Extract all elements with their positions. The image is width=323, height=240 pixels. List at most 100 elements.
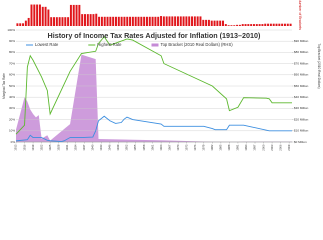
y-tick-label: 20% [9,117,15,121]
bracket-bar [16,23,19,26]
bracket-bar [33,4,36,27]
x-tick-label: 1937 [82,144,86,151]
bracket-bar [24,20,27,26]
x-tick-label: 1985 [219,144,223,151]
bracket-bar [219,20,222,26]
x-tick-label: 1955 [133,144,137,151]
x-tick-label: 1940 [91,144,95,151]
bracket-bar [140,16,143,26]
bracket-bar [210,20,213,26]
bracket-bar [185,16,188,26]
top-bracket-area [16,54,292,142]
bracket-bar [255,24,258,26]
x-tick-label: 1952 [125,144,129,151]
bracket-bar [92,14,95,26]
legend-swatch [151,43,159,47]
bracket-bar [174,16,177,26]
bracket-bar [98,16,101,26]
bracket-bar [64,17,67,26]
legend-label: Top Bracket (2010 Real Dollars) (RHS) [161,42,234,47]
x-tick-label: 1967 [167,144,171,151]
y-tick-label: 70% [9,61,15,65]
x-tick-label: 1925 [48,144,52,151]
y-tick-label: 40% [9,95,15,99]
bracket-bar [117,16,120,26]
x-tick-label: 1922 [39,144,43,151]
y-axis-label: Marginal Tax Rate [2,73,6,99]
bracket-bar [148,16,151,26]
legend-label: Lowest Rate [35,42,59,47]
bracket-bar [69,4,72,27]
bracket-bar [162,16,165,26]
x-tick-label: 2009 [287,144,291,151]
bracket-bar [275,23,278,26]
bracket-bar [205,19,208,26]
bracket-bar [199,16,202,26]
bracket-bar [22,23,25,26]
bracket-bar [222,20,224,26]
y-tick-label: 0% [11,140,16,144]
bracket-bar [131,16,134,26]
y-tick-label: 50% [9,84,15,88]
chart: Number of Brackets 0% 10% 20% 30% 40% 50% 60% 70… [2,0,321,151]
bracket-bar [44,6,47,26]
y-tick-label: 100% [7,28,15,32]
bracket-bar [78,4,81,27]
x-tick-label: 1997 [253,144,257,151]
bracket-bar [41,6,44,26]
x-tick-label: 2000 [261,144,265,151]
x-tick-label: 1964 [159,144,163,151]
bracket-bar [151,16,154,26]
bracket-bar [50,17,53,26]
rate-line [15,35,292,135]
bracket-bar [129,16,132,26]
bracket-bar [267,23,270,26]
y2-tick-label: $20 Million [294,117,309,121]
bracket-bar [61,17,64,26]
bracket-bar [176,16,179,26]
bracket-bar [165,16,168,26]
y2-tick-label: $30 Million [294,106,309,110]
bracket-bar [126,16,129,26]
x-tick-label: 2006 [278,144,282,151]
bracket-bar [58,17,61,26]
y2-tick-label: $10 Million [294,129,309,133]
y2-tick-label: $60 Million [294,73,309,77]
bracket-bar [143,16,146,26]
bracket-bar [157,16,160,26]
y2-axis-label: Top Bracket (2010 Real Dollars) [317,43,321,88]
x-tick-label: 1943 [99,144,103,151]
bracket-bar [252,24,255,26]
bracket-bar [154,16,157,26]
bracket-bar [224,24,227,26]
y2-tick-label: $90 Million [294,39,309,43]
x-tick-label: 1994 [244,144,248,151]
bracket-bar [123,16,126,26]
bracket-bar [95,13,98,26]
bracket-bar [188,16,191,26]
y-tick-label: 30% [9,106,15,110]
bracket-bar [137,16,140,26]
y2-tick-label: $0 Million [294,140,307,144]
x-tick-label: 1916 [22,144,26,151]
bracket-bar [53,17,56,26]
bracket-bar [278,23,281,26]
bracket-bar [30,4,33,27]
x-tick-label: 1913 [14,144,18,151]
bracket-bar [230,25,233,26]
bracket-bar [196,16,199,26]
bracket-bar [202,19,205,26]
bracket-bar [236,24,239,26]
bracket-bar [244,24,247,26]
x-tick-label: 1934 [73,144,77,151]
y2-tick-label: $40 Million [294,95,309,99]
x-tick-label: 1958 [142,144,146,151]
x-tick-label: 1976 [193,144,197,151]
bracket-bar [81,14,84,26]
bracket-bar [106,16,109,26]
bracket-bar [47,9,50,26]
bracket-bar [238,24,241,26]
bracket-bar [36,4,39,27]
bracket-bar [100,16,103,26]
bracket-bar [247,24,250,26]
